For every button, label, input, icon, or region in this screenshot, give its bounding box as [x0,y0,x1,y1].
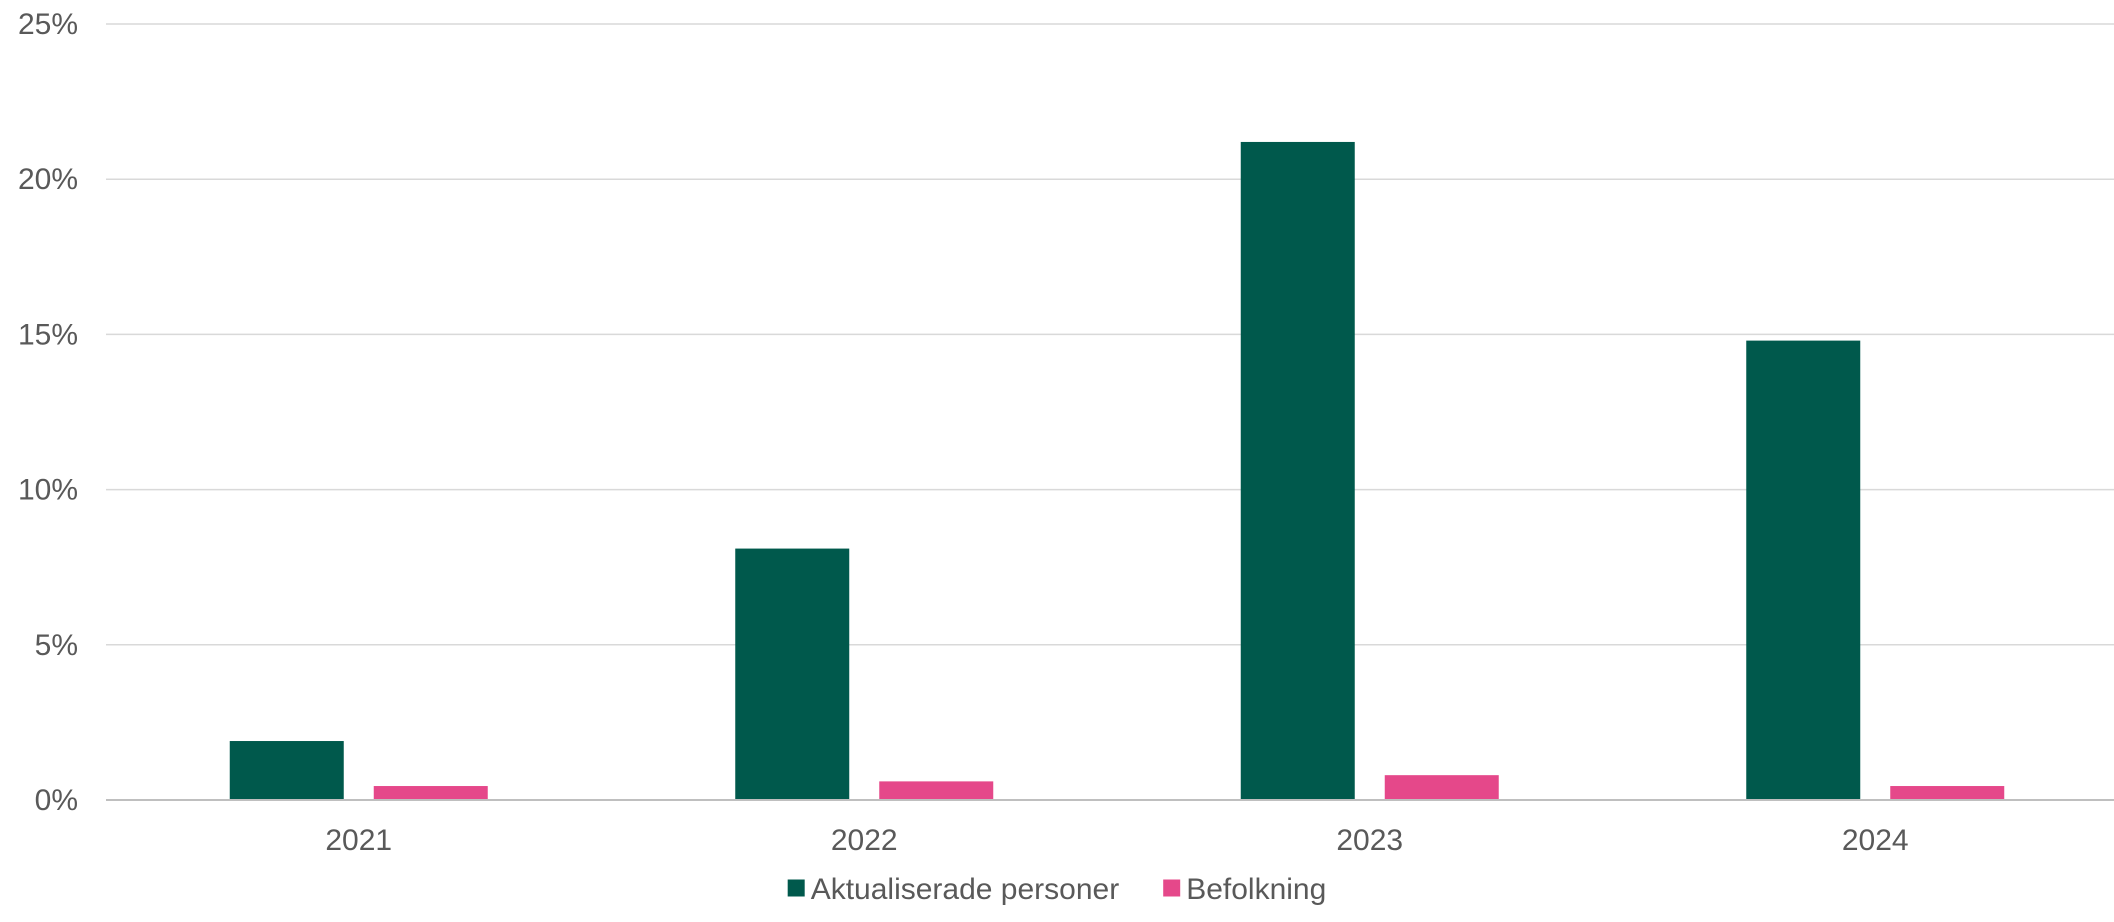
x-tick-label: 2023 [1336,824,1403,857]
y-tick-label: 5% [35,629,78,662]
bar-befolkning-2022 [879,781,994,800]
bars [229,141,2005,800]
bar-aktualiserade-personer-2021 [229,741,344,800]
x-tick-label: 2024 [1842,824,1909,857]
y-axis-tick-labels: 0% 5% 10% 15% 20% 25% [18,8,78,817]
y-tick-label: 25% [18,8,78,41]
x-axis-tick-labels: 2021 2022 2023 2024 [325,824,1908,857]
bar-aktualiserade-personer-2022 [735,548,850,800]
x-tick-label: 2021 [325,824,392,857]
y-tick-label: 10% [18,474,78,507]
bar-aktualiserade-personer-2024 [1746,340,1861,800]
y-tick-label: 20% [18,163,78,196]
y-tick-label: 15% [18,318,78,351]
legend-swatch [1163,879,1181,897]
legend-label: Befolkning [1186,873,1326,906]
bar-aktualiserade-personer-2023 [1240,141,1355,800]
x-tick-label: 2022 [831,824,898,857]
legend-label: Aktualiserade personer [811,873,1120,906]
legend: Aktualiserade personer Befolkning [787,873,1326,906]
bar-befolkning-2021 [373,786,488,800]
legend-swatch [787,879,805,897]
y-tick-label: 0% [35,784,78,817]
bar-befolkning-2024 [1890,786,2005,800]
bar-befolkning-2023 [1384,775,1499,800]
